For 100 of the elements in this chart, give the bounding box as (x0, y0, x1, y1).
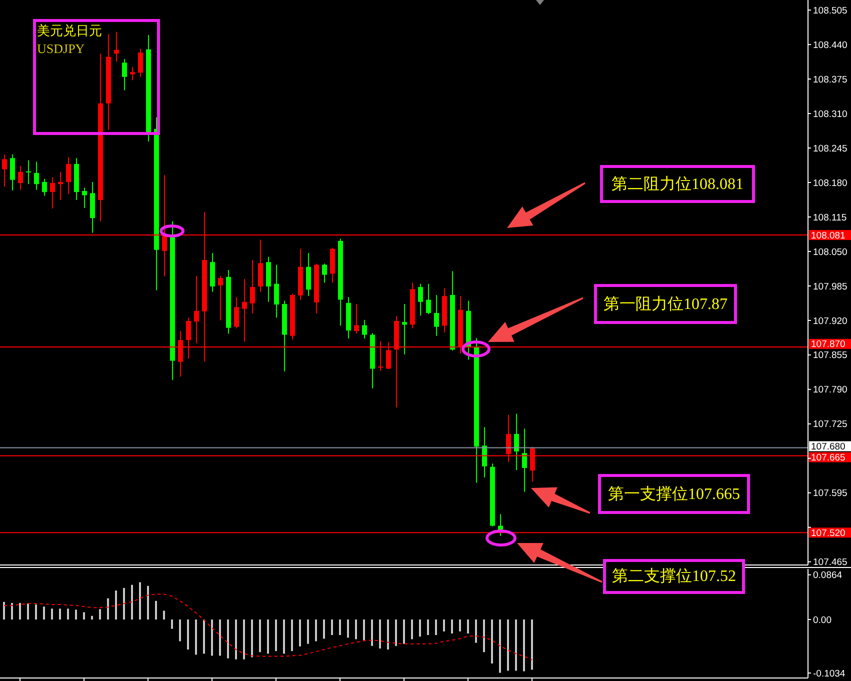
bar (91, 616, 93, 620)
bar (243, 620, 245, 660)
y-tick-label: 107.595 (813, 488, 848, 500)
candlestick (362, 319, 367, 339)
y-tick-label: 107.725 (813, 419, 848, 430)
candlestick (42, 178, 47, 196)
bar (251, 620, 253, 658)
bar (443, 620, 445, 632)
candlestick (10, 154, 15, 191)
candlestick (402, 303, 407, 355)
bar (11, 602, 13, 620)
bar (67, 608, 69, 620)
bar (339, 620, 341, 636)
ref-line-label: 107.870 (811, 339, 846, 350)
candlestick (274, 264, 279, 318)
bar (123, 588, 125, 620)
bar (419, 620, 421, 637)
bar (379, 620, 381, 648)
annotation: 第二阻力位108.081 (612, 174, 744, 194)
bar (131, 584, 133, 620)
bar (355, 620, 357, 640)
bar (107, 598, 109, 620)
bar (307, 620, 309, 644)
annotation: 第一阻力位107.87 (604, 294, 728, 314)
y-tick-label: 107.985 (813, 281, 848, 292)
candlestick (514, 413, 519, 471)
bar (435, 620, 437, 636)
text: 美元兑日元 (37, 23, 102, 39)
bar (451, 620, 453, 634)
ref-line-label: 107.520 (811, 528, 846, 539)
bar (411, 620, 413, 640)
text: USDJPY (37, 41, 85, 57)
bar (211, 620, 213, 656)
candlestick (258, 239, 263, 292)
candlestick (122, 58, 127, 91)
bar (283, 620, 285, 654)
bar (99, 609, 101, 620)
candlestick (426, 283, 431, 315)
bar (203, 620, 205, 654)
y-tick-label: 107.790 (813, 384, 848, 396)
y-tick-label: 108.310 (813, 108, 848, 120)
candlestick (322, 263, 327, 284)
bar (187, 620, 189, 650)
bar (515, 620, 517, 671)
bar (387, 620, 389, 650)
bar (51, 608, 53, 620)
candlestick (354, 303, 359, 334)
bar (531, 620, 533, 670)
y-tick-label: 107.855 (813, 350, 848, 362)
bar (227, 620, 229, 658)
candlestick (242, 278, 247, 342)
candlestick (218, 275, 223, 321)
y-tick-label: 108.050 (813, 246, 848, 258)
annotation: 第二支撑位107.52 (612, 566, 736, 587)
bar (299, 620, 301, 646)
candlestick (522, 428, 527, 492)
bar (523, 620, 525, 672)
candlestick (34, 161, 39, 190)
y-tick-label: 107.920 (813, 316, 848, 327)
bar (315, 620, 317, 642)
candlestick (138, 48, 143, 78)
line-series (4, 594, 532, 660)
bar (27, 603, 29, 620)
candlestick (434, 294, 439, 336)
candlestick (66, 156, 71, 195)
bar (259, 620, 261, 652)
candlestick (114, 31, 119, 62)
bar (363, 620, 365, 640)
bar (75, 610, 77, 620)
bar (395, 620, 397, 646)
candlestick (482, 426, 487, 478)
candlestick (50, 176, 55, 209)
bar (347, 620, 349, 638)
y-tick-label: 0.00 (813, 614, 832, 626)
candlestick (250, 259, 255, 314)
bar (499, 620, 501, 673)
candlestick (234, 296, 239, 329)
bar (219, 620, 221, 656)
bar (115, 590, 117, 620)
bar (155, 600, 157, 620)
y-tick-label: -0.1034 (813, 668, 846, 680)
bar (427, 620, 429, 636)
y-tick-label: 108.245 (813, 143, 848, 154)
y-tick-label: 107.465 (813, 557, 848, 568)
bar (291, 620, 293, 652)
ref-line-label: 107.665 (811, 452, 846, 464)
candlestick (58, 171, 63, 201)
bar (35, 604, 37, 620)
bar (491, 620, 493, 664)
bar (163, 610, 165, 620)
y-tick-label: 108.375 (813, 74, 848, 86)
ref-line-label: 107.680 (811, 442, 846, 453)
annotation: 第一支撑位107.665 (608, 484, 740, 504)
bar (235, 620, 237, 660)
y-tick-label: 108.115 (813, 212, 847, 224)
bar (459, 620, 461, 632)
bar (3, 602, 5, 620)
y-tick-label: 108.440 (813, 40, 848, 51)
bar (19, 602, 21, 620)
candlestick (26, 160, 31, 185)
